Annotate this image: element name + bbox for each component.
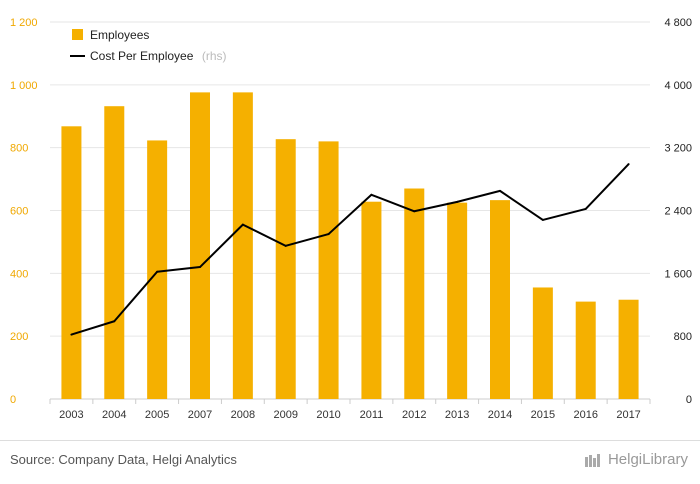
bar-2014 <box>490 200 510 399</box>
x-axis-tick-label: 2017 <box>616 409 640 421</box>
line-point-2010 <box>327 233 330 236</box>
line-point-2008 <box>241 223 244 226</box>
x-axis-tick-label: 2007 <box>188 409 212 421</box>
bar-2007 <box>190 92 210 399</box>
bar-2003 <box>61 126 82 399</box>
right-axis-tick-label: 4 800 <box>664 17 692 29</box>
bar-2015 <box>532 287 553 399</box>
line-point-2007 <box>199 266 201 269</box>
bar-2005 <box>147 140 168 399</box>
right-axis-tick-label: 2 400 <box>664 206 692 218</box>
left-axis-ticks: 0 200 400 600 800 1 000 1 200 <box>10 17 38 406</box>
bar-2011 <box>361 201 382 399</box>
x-axis-ticks: 2003 2004 2005 2007 2008 2009 2010 2011 2012 2013… <box>49 399 651 421</box>
source-note: Source: Company Data, Helgi Analytics <box>10 452 237 467</box>
line-point-2009 <box>284 244 287 247</box>
library-icon <box>584 453 600 467</box>
legend-label-cost-per-employee-main: Cost Per Employee <box>90 49 194 63</box>
right-axis-tick-label: 3 200 <box>664 143 692 155</box>
left-axis-tick-label: 0 <box>10 394 16 406</box>
legend-label-cost-per-employee: Cost Per Employee (rhs) <box>90 47 227 64</box>
left-axis-tick-label: 800 <box>10 143 28 155</box>
line-point-2004 <box>113 320 116 323</box>
line-point-2015 <box>541 218 544 221</box>
right-axis-tick-label: 800 <box>674 331 692 343</box>
left-axis-tick-label: 400 <box>10 268 28 280</box>
right-axis-tick-label: 0 <box>686 394 692 406</box>
left-axis-tick-label: 200 <box>10 331 28 343</box>
legend-label-rhs-suffix: (rhs) <box>202 49 227 63</box>
x-axis-tick-label: 2004 <box>102 409 126 421</box>
bar-series-employees <box>61 92 639 400</box>
x-axis-tick-label: 2015 <box>531 409 555 421</box>
line-point-2016 <box>584 207 587 210</box>
left-axis-tick-label: 1 000 <box>10 80 38 92</box>
left-axis-tick-label: 1 200 <box>10 17 38 29</box>
line-series-cost-per-employee <box>70 163 630 336</box>
x-axis-tick-label: 2009 <box>273 409 297 421</box>
bar-2013 <box>447 202 468 399</box>
cost-per-employee-line <box>71 163 630 336</box>
x-axis-tick-label: 2008 <box>231 409 255 421</box>
line-point-2017 <box>627 163 630 166</box>
x-axis-tick-label: 2012 <box>402 409 426 421</box>
bar-2009 <box>275 139 296 399</box>
left-axis-tick-label: 600 <box>10 206 28 218</box>
x-axis-tick-label: 2005 <box>145 409 169 421</box>
bar-2012 <box>404 188 425 399</box>
line-point-2003 <box>70 333 73 336</box>
bar-2016 <box>575 301 596 399</box>
bar-2010 <box>318 141 339 399</box>
bar-2008 <box>232 92 253 399</box>
x-axis-tick-label: 2016 <box>573 409 597 421</box>
right-axis-tick-label: 1 600 <box>664 268 692 280</box>
right-axis-tick-label: 4 000 <box>664 80 692 92</box>
x-axis-tick-label: 2003 <box>59 409 83 421</box>
footer: Source: Company Data, Helgi Analytics He… <box>0 440 700 484</box>
brand-logo: HelgiLibrary <box>584 451 688 468</box>
x-axis-tick-label: 2010 <box>316 409 340 421</box>
right-axis-ticks: 0 800 1 600 2 400 3 200 4 000 4 800 <box>664 17 692 406</box>
legend-swatch-employees <box>72 29 83 40</box>
x-axis-tick-label: 2014 <box>488 409 512 421</box>
legend: Employees Cost Per Employee (rhs) <box>70 28 227 64</box>
line-point-2013 <box>456 200 459 203</box>
line-point-2012 <box>413 210 416 213</box>
grid-lines <box>50 21 650 400</box>
x-axis-tick-label: 2011 <box>360 409 384 421</box>
line-point-2005 <box>156 270 159 273</box>
line-point-2014 <box>499 189 501 192</box>
combo-chart: 0 200 400 600 800 1 000 1 200 0 800 1 600 2 400 3 … <box>10 17 692 421</box>
x-axis-tick-label: 2013 <box>445 409 469 421</box>
bar-2017 <box>618 299 639 399</box>
legend-label-employees: Employees <box>90 28 149 42</box>
brand-name: HelgiLibrary <box>607 451 688 468</box>
bar-2004 <box>104 106 125 400</box>
line-point-2011 <box>370 193 373 196</box>
